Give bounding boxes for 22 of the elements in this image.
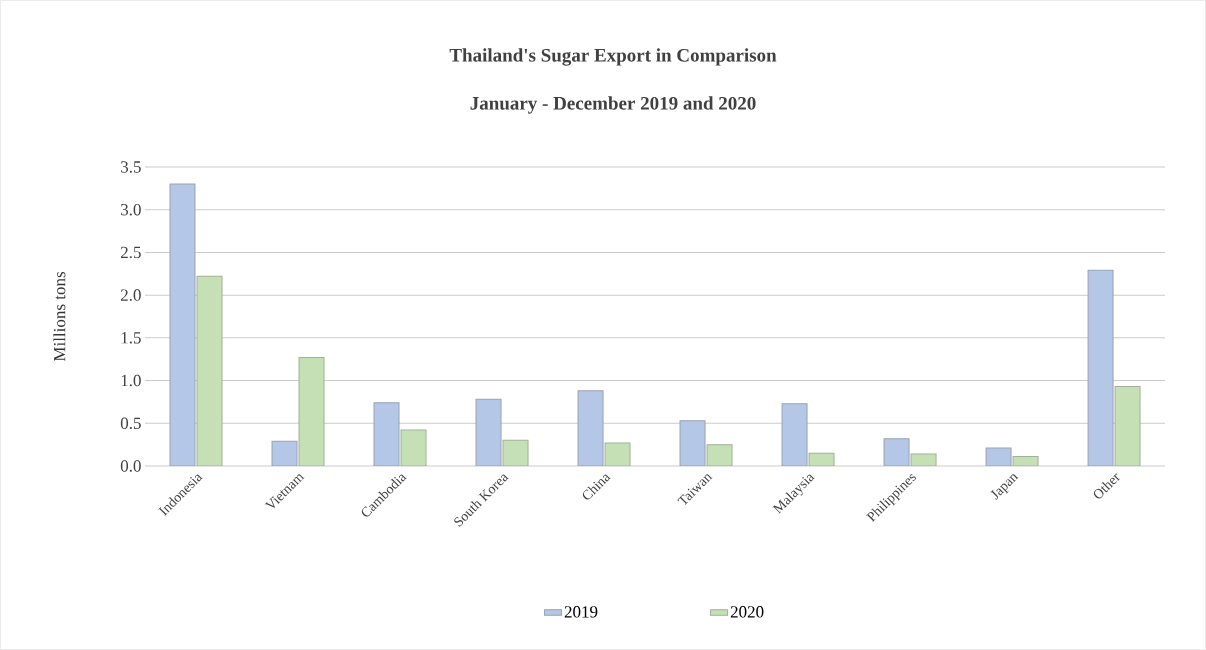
legend-label: 2020 <box>730 606 764 618</box>
chart-subtitle: January - December 2019 and 2020 <box>470 96 756 114</box>
y-tick-label: 2.0 <box>120 289 141 301</box>
bar <box>1087 269 1114 466</box>
bar <box>169 183 196 466</box>
bar <box>475 398 502 466</box>
y-tick-label: 0.0 <box>120 460 141 472</box>
y-tick-label: 1.0 <box>121 374 141 387</box>
y-tick-label: 2.5 <box>120 246 141 259</box>
bar <box>1114 386 1141 466</box>
legend-label: 2019 <box>564 606 598 618</box>
bar <box>298 357 325 466</box>
bar <box>373 402 400 466</box>
y-axis-title: Millions tons <box>53 272 66 362</box>
y-tick-label: 1.5 <box>121 332 141 344</box>
bar <box>781 403 808 466</box>
y-tick-label: 0.5 <box>120 417 141 430</box>
chart-title: Thailand's Sugar Export in Comparison <box>449 48 777 66</box>
bar <box>577 390 604 466</box>
y-tick-label: 3.0 <box>121 203 141 216</box>
y-tick-label: 3.5 <box>121 161 141 173</box>
bar <box>196 275 223 466</box>
